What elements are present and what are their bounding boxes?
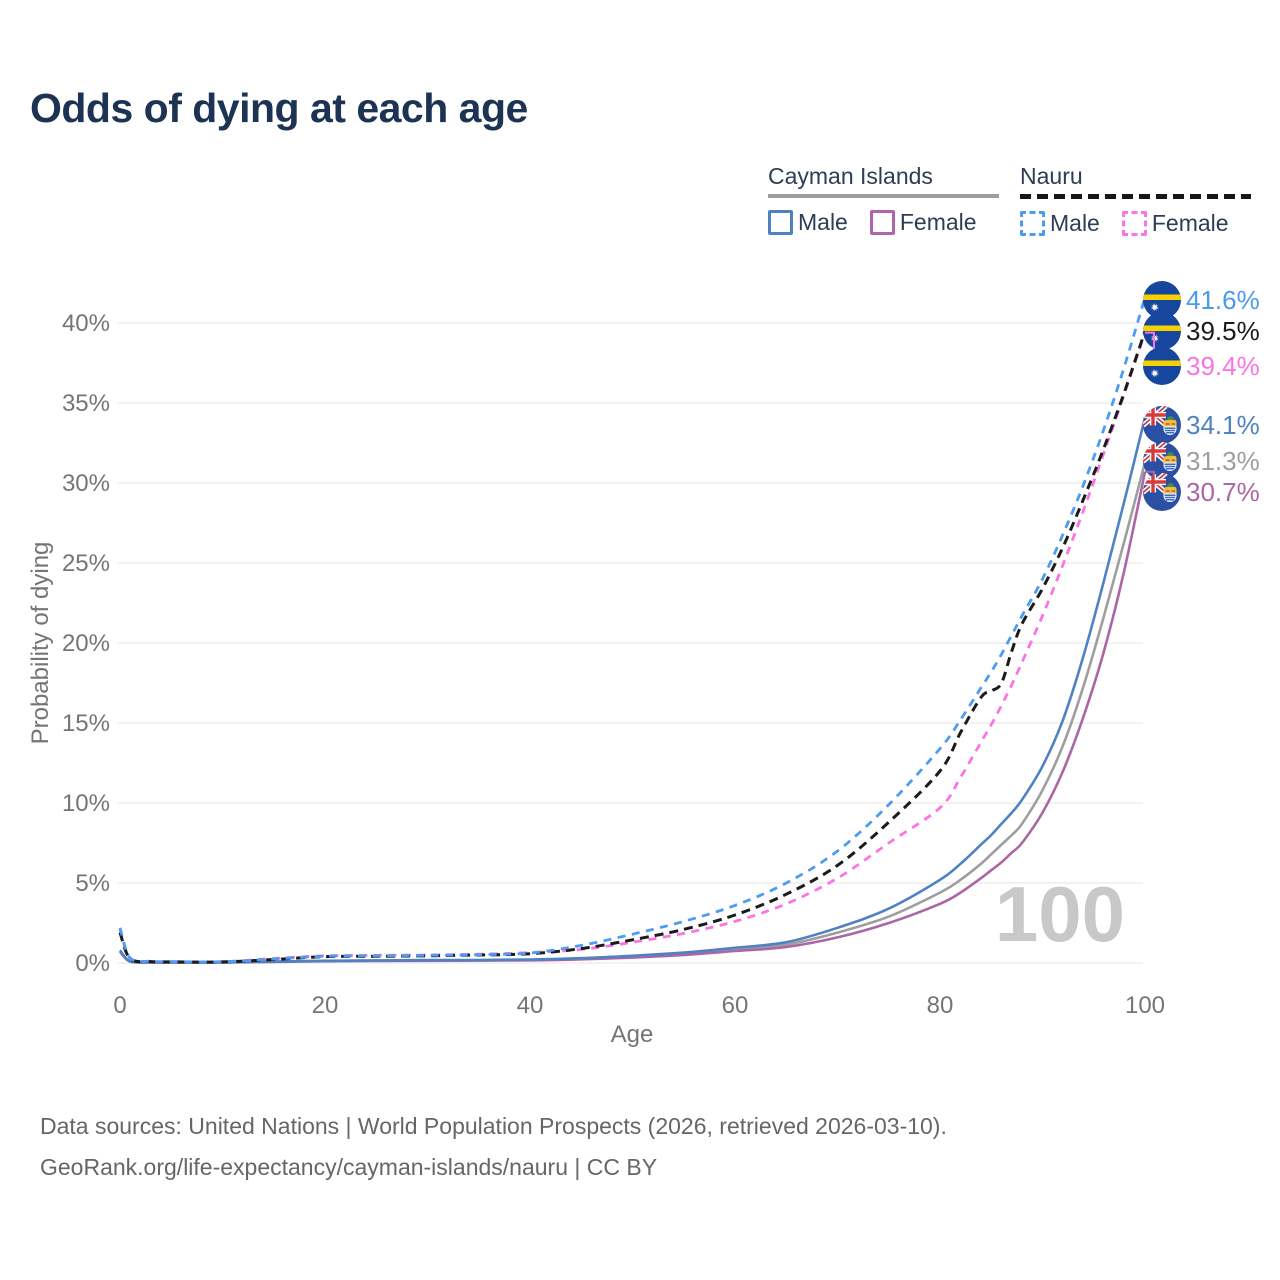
legend-label-nauru-female[interactable]: Female	[1151, 210, 1229, 236]
legend-label-nauru-male[interactable]: Male	[1050, 210, 1100, 236]
y-tick-label: 15%	[62, 710, 110, 737]
legend-group-cayman: Cayman Islands Male Female	[768, 163, 999, 236]
y-tick-label: 30%	[62, 470, 110, 497]
legend-swatch-cayman-male[interactable]	[768, 210, 793, 235]
flag-cayman-icon	[1143, 406, 1181, 444]
curve-cayman_female	[119, 471, 1147, 964]
page-title: Odds of dying at each age	[30, 85, 528, 131]
legend-label-cayman-female[interactable]: Female	[899, 209, 977, 235]
flag-nauru-icon	[1143, 312, 1181, 350]
curves	[118, 297, 1147, 964]
y-tick-label: 20%	[62, 630, 110, 657]
legend-swatch-cayman-female[interactable]	[869, 210, 895, 235]
flag-nauru-icon	[1143, 347, 1181, 385]
x-axis-title: Age	[611, 1021, 654, 1048]
y-tick-label: 35%	[62, 390, 110, 417]
y-axis-tick-labels: 0% 5% 10% 15% 20% 25% 30% 35% 40%	[62, 310, 110, 977]
y-tick-label: 10%	[62, 790, 110, 817]
y-axis-title: Probability of dying	[27, 542, 54, 745]
footer: Data sources: United Nations | World Pop…	[40, 1106, 947, 1188]
curve-cayman_combined	[118, 461, 1147, 964]
y-tick-label: 40%	[62, 310, 110, 337]
curve-cayman_male	[118, 417, 1147, 964]
y-tick-label: 0%	[75, 950, 110, 977]
cayman-line-style-sample	[768, 194, 999, 198]
x-axis-tick-labels: 0 20 40 60 80 100	[113, 992, 1165, 1019]
x-tick-label: 20	[312, 992, 339, 1019]
line-chart: 0% 5% 10% 15% 20% 25% 30% 35% 40% 0 20 40 60 80 100 P…	[27, 0, 1260, 1048]
legend-swatch-nauru-male[interactable]	[1020, 211, 1045, 236]
end-label-value: 34.1%	[1186, 410, 1260, 440]
gridlines	[118, 322, 1143, 964]
curve-nauru_male	[118, 297, 1147, 964]
end-label-value: 41.6%	[1186, 285, 1260, 315]
curve-nauru_female	[118, 332, 1147, 964]
flag-cayman-icon	[1143, 473, 1181, 511]
legend-country-cayman-label: Cayman Islands	[768, 163, 933, 189]
source-url-text[interactable]: GeoRank.org/life-expectancy/cayman-islan…	[40, 1154, 658, 1180]
curve-nauru_combined	[118, 330, 1147, 964]
legend-country-nauru-label: Nauru	[1020, 163, 1083, 189]
end-label-value: 39.4%	[1186, 351, 1260, 381]
legend-country-nauru[interactable]: Nauru	[1020, 163, 1251, 199]
legend-swatch-nauru-female[interactable]	[1121, 211, 1147, 236]
legend-label-cayman-male[interactable]: Male	[798, 209, 848, 235]
end-label-value: 31.3%	[1186, 446, 1260, 476]
x-tick-label: 80	[927, 992, 954, 1019]
legend-country-cayman[interactable]: Cayman Islands	[768, 163, 999, 198]
end-label-value: 39.5%	[1186, 316, 1260, 346]
y-tick-label: 5%	[75, 870, 110, 897]
x-tick-label: 60	[722, 992, 749, 1019]
end-label-value: 30.7%	[1186, 477, 1260, 507]
y-tick-label: 25%	[62, 550, 110, 577]
data-sources-text: Data sources: United Nations | World Pop…	[40, 1113, 947, 1139]
age-indicator-watermark: 100	[995, 870, 1125, 958]
legend-group-nauru: Nauru Male Female	[1020, 163, 1251, 237]
x-tick-label: 100	[1125, 992, 1165, 1019]
nauru-line-style-sample	[1020, 194, 1251, 199]
x-tick-label: 40	[517, 992, 544, 1019]
end-labels: 41.6%39.5% 39.4% 34.1% 31.3%30.7%	[1143, 281, 1260, 511]
x-tick-label: 0	[113, 992, 126, 1019]
